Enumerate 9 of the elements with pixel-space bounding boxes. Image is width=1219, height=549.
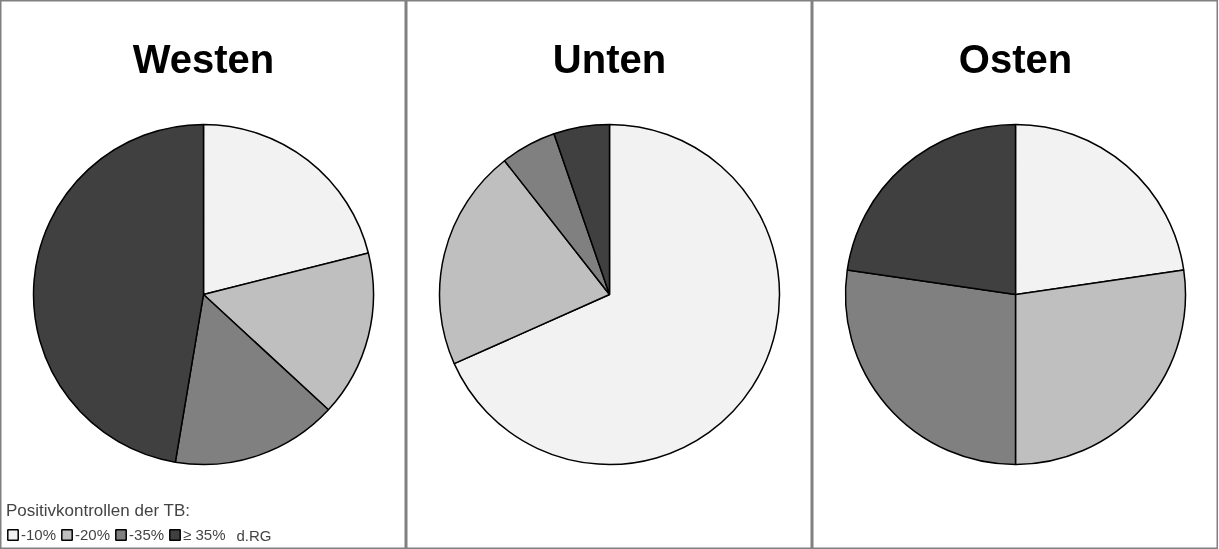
legend-label: -20% [75, 526, 111, 543]
legend-label: ≥ 35% [183, 526, 226, 543]
text: d.RG [236, 526, 272, 544]
chart-title: Osten [958, 36, 1073, 81]
chart-title: Unten [552, 36, 667, 81]
legend-label: -10% [21, 526, 57, 543]
legend-title: Positivkontrollen der TB: [6, 501, 191, 521]
legend-label: -35% [129, 526, 165, 543]
chart-title: Westen [132, 36, 275, 81]
